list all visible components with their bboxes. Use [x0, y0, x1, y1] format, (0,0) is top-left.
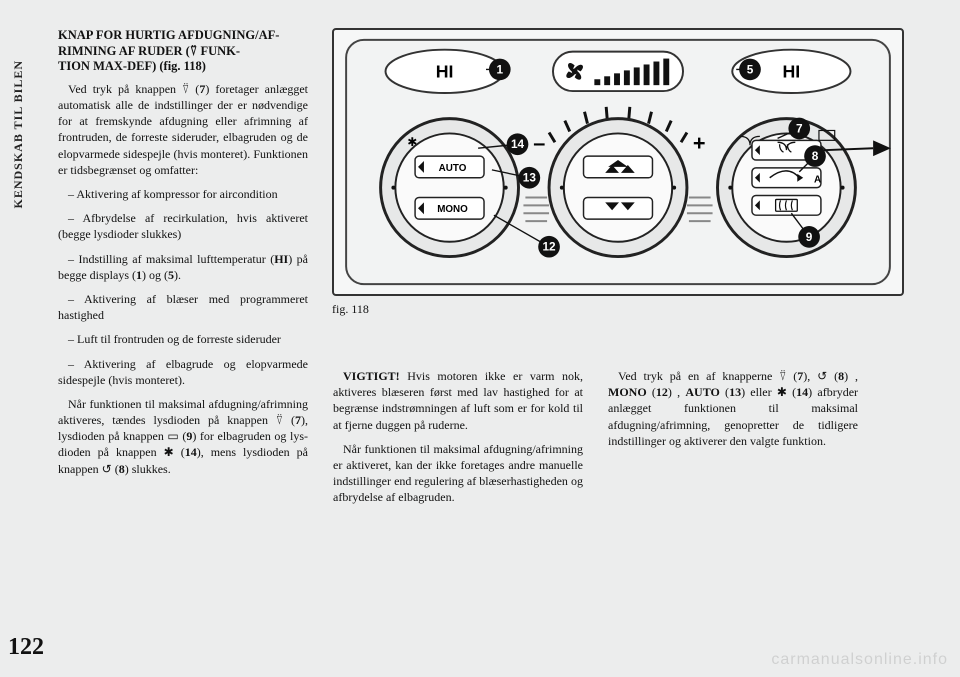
- heading-line3b: ) (fig. 118): [152, 59, 206, 73]
- recirc-icon: ↺: [102, 462, 112, 476]
- c1-b2: – Afbrydelse af recirkulation, hvis akti…: [58, 210, 308, 242]
- defrost-front-icon: ⍢: [276, 413, 283, 427]
- snow-icon: ✱: [777, 385, 787, 399]
- heading-line2a: RIMNING AF RUDER (: [58, 44, 190, 58]
- watermark: carmanualsonline.info: [771, 651, 948, 669]
- c1-b1: – Aktivering af kompressor for aircon­di…: [58, 186, 308, 202]
- c1-p1: Ved tryk på knappen ⍢ (7) foretager anlæ…: [58, 81, 308, 178]
- c1-b3: – Indstilling af maksimal lufttempera­tu…: [58, 251, 308, 283]
- column-2: VIGTIGT! Hvis motoren ikke er varm nok, …: [333, 368, 583, 514]
- c1-b4: – Aktivering af blæser med program­meret…: [58, 291, 308, 323]
- text-columns: KNAP FOR HURTIG AFDUGNING/AF- RIMNING AF…: [58, 28, 938, 648]
- c2-p2: Når funktionen til maksimal afdug­ning/a…: [333, 441, 583, 506]
- section-heading: KNAP FOR HURTIG AFDUGNING/AF- RIMNING AF…: [58, 28, 308, 75]
- c3-p1: Ved tryk på en af knapperne ⍢ (7), ↺ (8)…: [608, 368, 858, 449]
- snow-icon: ✱: [164, 445, 174, 459]
- heading-line1: KNAP FOR HURTIG AFDUGNING/AF-: [58, 28, 279, 42]
- page: KENDSKAB TIL BILEN 122 HI HI: [0, 0, 960, 677]
- c2-p1: VIGTIGT! Hvis motoren ikke er varm nok, …: [333, 368, 583, 433]
- column-1: KNAP FOR HURTIG AFDUGNING/AF- RIMNING AF…: [58, 28, 308, 485]
- c1-b6: – Aktivering af elbagrude og elopvar­med…: [58, 356, 308, 388]
- defrost-rear-icon: ▭: [167, 429, 178, 443]
- column-3: Ved tryk på en af knapperne ⍢ (7), ↺ (8)…: [608, 368, 858, 457]
- heading-maxdef: MAX-DEF: [93, 59, 152, 73]
- heading-line3a: TION: [58, 59, 93, 73]
- side-tab-text: KENDSKAB TIL BILEN: [11, 60, 26, 209]
- c1-b5: – Luft til frontruden og de forreste si­…: [58, 331, 308, 347]
- side-tab: KENDSKAB TIL BILEN: [0, 0, 36, 677]
- c1-p2: Når funktionen til maksimal afdug­ning/a…: [58, 396, 308, 477]
- heading-line2b: FUNK-: [197, 44, 240, 58]
- recirc-icon: ↺: [817, 369, 827, 383]
- page-number: 122: [8, 634, 44, 661]
